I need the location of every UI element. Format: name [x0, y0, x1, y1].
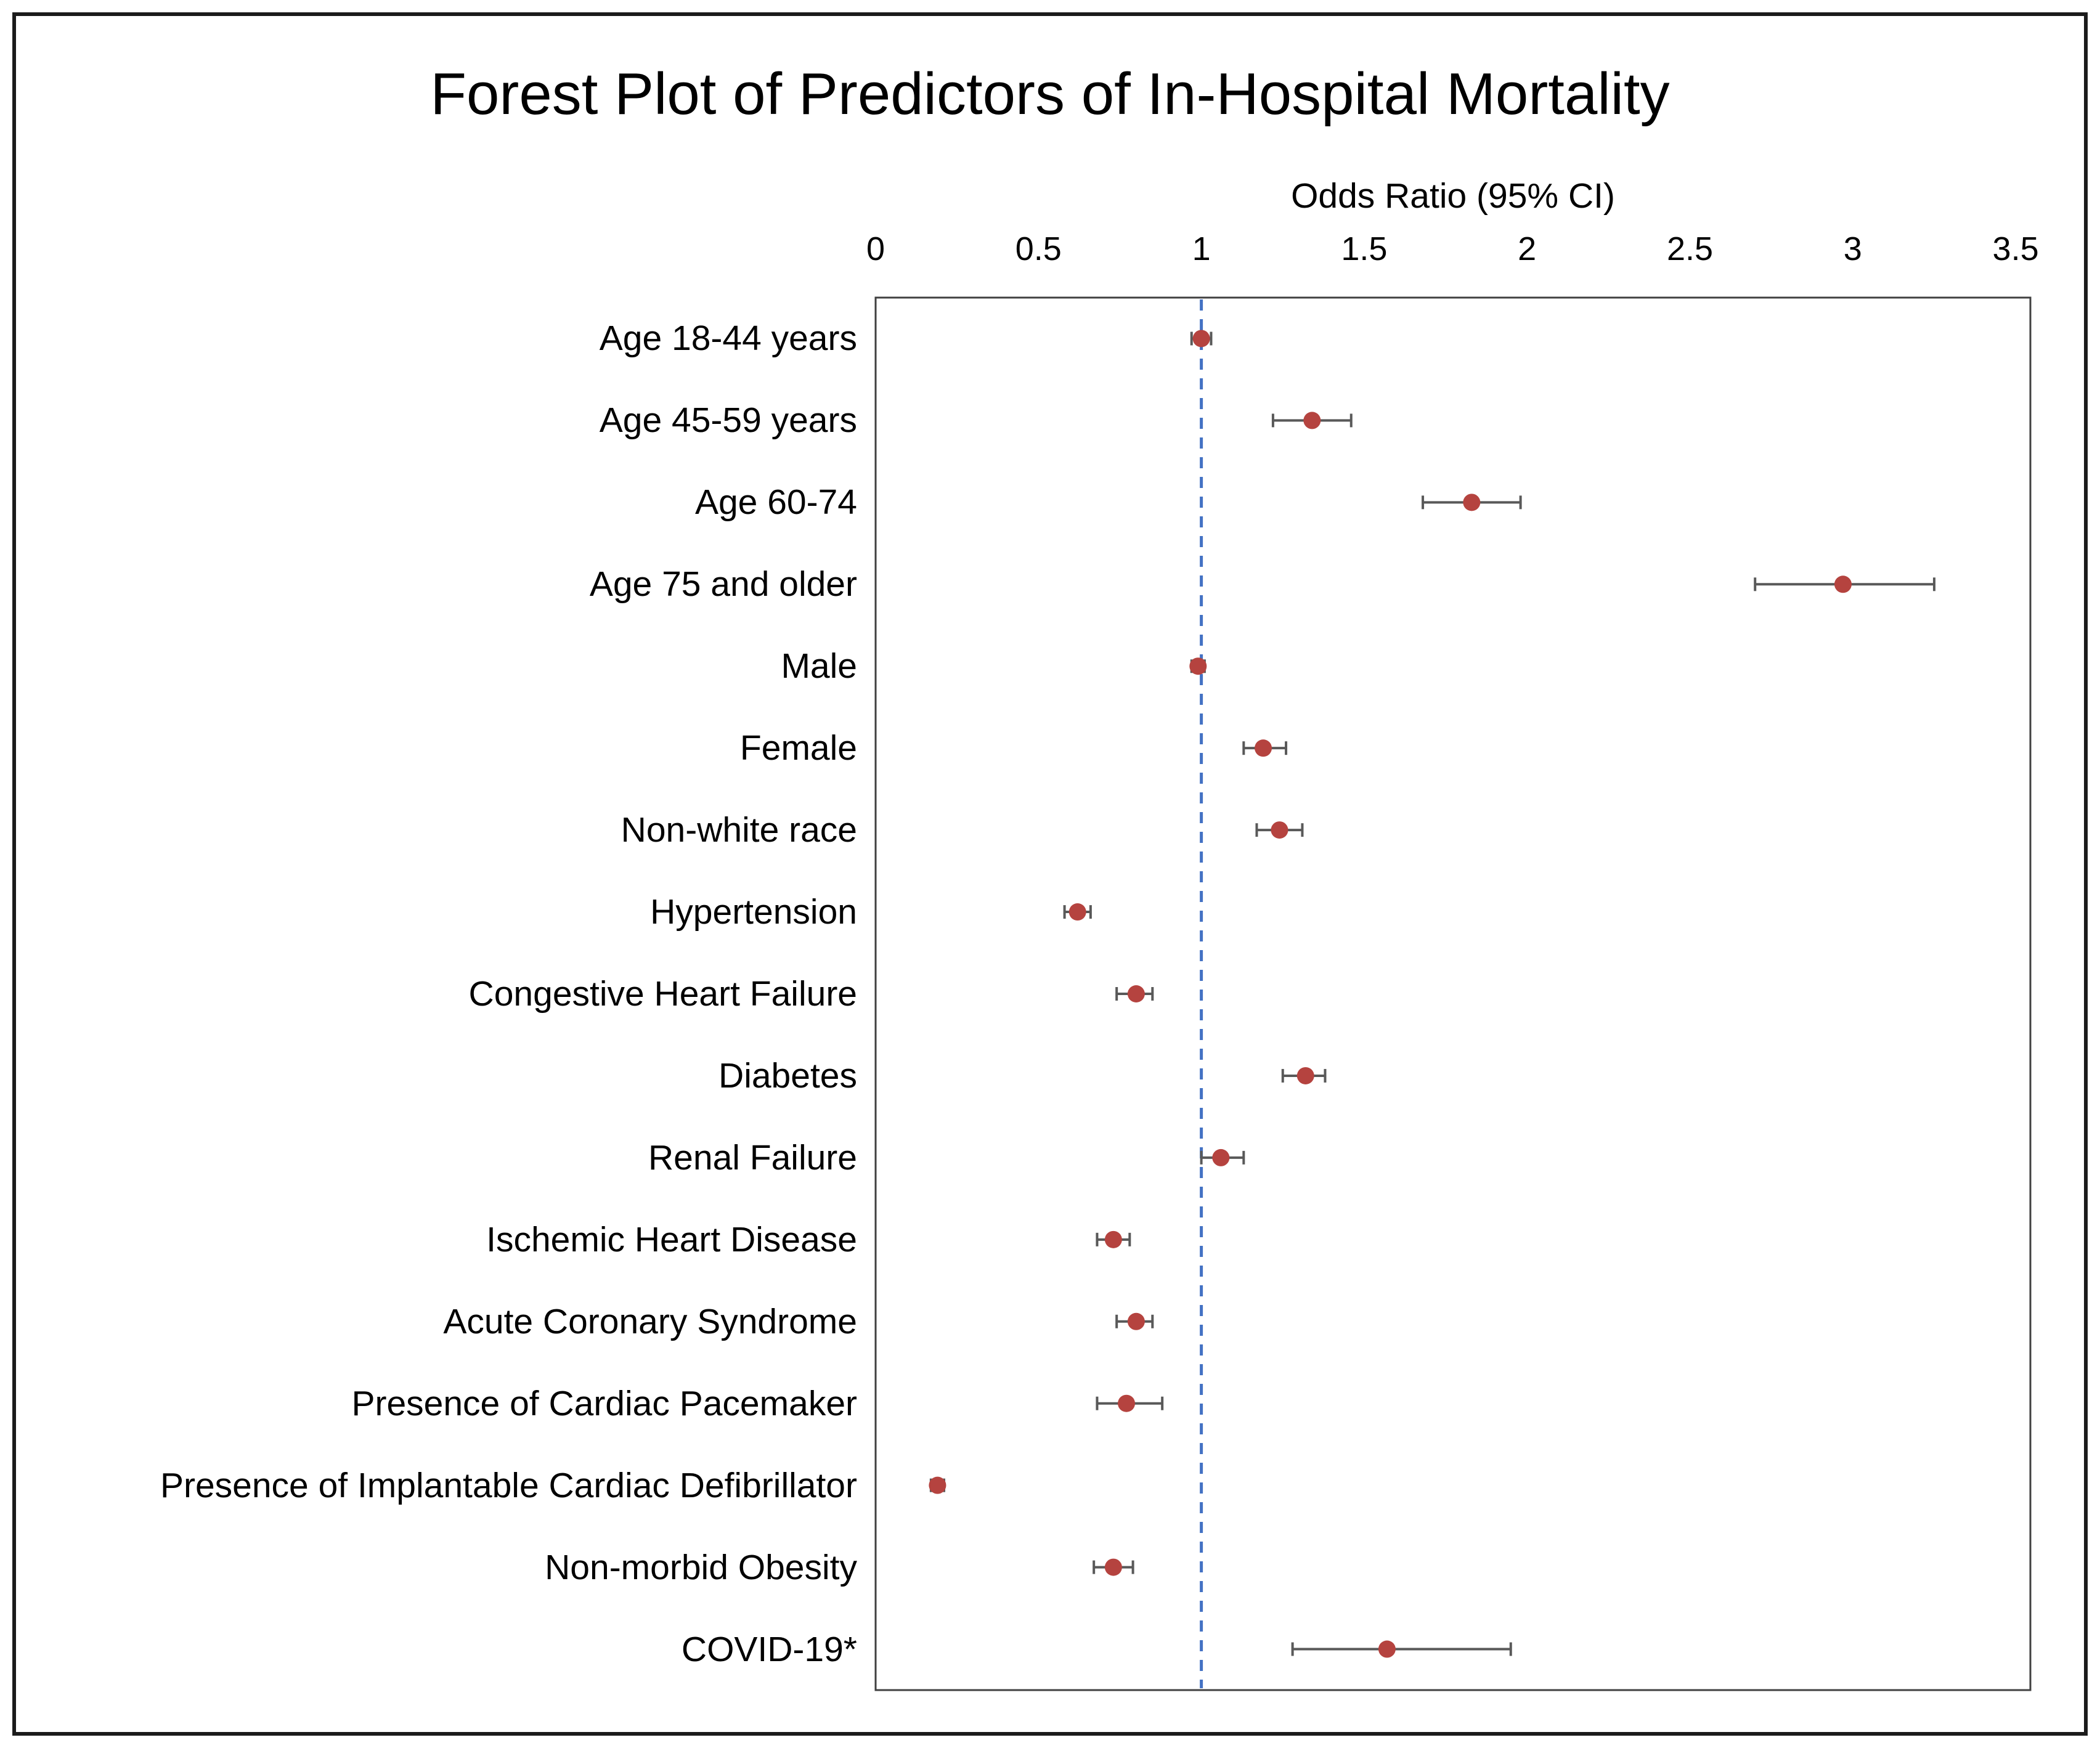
forest-row [1190, 330, 1213, 348]
forest-row [1242, 739, 1288, 757]
forest-row [1096, 1394, 1164, 1412]
point-estimate [1271, 821, 1288, 839]
category-label: Age 75 and older [589, 564, 857, 604]
forest-row [1200, 1148, 1245, 1166]
forest-row [1115, 985, 1154, 1002]
x-tick-label: 3 [1843, 230, 1862, 267]
category-label: Presence of Cardiac Pacemaker [351, 1383, 857, 1423]
category-label: Renal Failure [648, 1137, 857, 1177]
plot-border [874, 296, 2032, 1691]
forest-row [1422, 494, 1522, 511]
forest-row [1189, 657, 1207, 675]
point-estimate [1104, 1558, 1122, 1576]
forest-row [1281, 1067, 1327, 1084]
x-tick-label: 2.5 [1666, 230, 1714, 267]
category-label: Male [781, 646, 857, 686]
forest-row [929, 1476, 946, 1494]
point-estimate [1212, 1148, 1230, 1166]
point-estimate [1255, 739, 1272, 757]
forest-row [1115, 1312, 1154, 1330]
forest-row [1255, 821, 1304, 839]
category-label: Age 45-59 years [599, 400, 857, 441]
forest-row [1096, 1230, 1131, 1248]
point-estimate [1834, 575, 1852, 593]
point-estimate [1296, 1067, 1314, 1084]
category-label: Congestive Heart Failure [468, 974, 857, 1014]
category-label: Hypertension [650, 892, 857, 932]
forest-row [1271, 412, 1353, 429]
category-label: Ischemic Heart Disease [486, 1219, 857, 1259]
point-estimate [1104, 1230, 1122, 1248]
point-estimate [1192, 330, 1210, 348]
forest-row [1063, 903, 1092, 921]
x-tick-label: 0.5 [1015, 230, 1062, 267]
category-label: Age 60-74 [694, 482, 857, 522]
point-estimate [1463, 494, 1481, 511]
x-tick-label: 2 [1518, 230, 1537, 267]
category-label: Diabetes [718, 1055, 857, 1096]
point-estimate [1068, 903, 1086, 921]
category-label: Non-white race [621, 810, 857, 850]
category-label: Female [739, 728, 857, 768]
category-label: Presence of Implantable Cardiac Defibril… [160, 1465, 857, 1505]
point-estimate [1118, 1394, 1136, 1412]
chart-title: Forest Plot of Predictors of In-Hospital… [430, 61, 1670, 127]
forest-row [1291, 1640, 1512, 1658]
category-labels: Age 18-44 years Age 45-59 years Age 60-74 A… [0, 0, 857, 1748]
x-axis-title: Odds Ratio (95% CI) [1291, 176, 1615, 216]
forest-row [1754, 575, 1935, 593]
forest-row [1093, 1558, 1134, 1576]
point-estimate [1303, 412, 1321, 429]
point-estimate [929, 1476, 946, 1494]
point-estimate [1378, 1640, 1396, 1658]
x-tick-label: 3.5 [1992, 230, 2039, 267]
point-estimate [1127, 1312, 1145, 1330]
category-label: Acute Coronary Syndrome [443, 1301, 857, 1341]
category-label: Age 18-44 years [599, 319, 857, 359]
category-label: Non-morbid Obesity [545, 1547, 857, 1587]
category-label: COVID-19* [681, 1629, 857, 1669]
point-estimate [1189, 657, 1207, 675]
point-estimate [1127, 985, 1145, 1002]
x-tick-label: 0 [866, 230, 885, 267]
x-tick-label: 1.5 [1341, 230, 1388, 267]
x-tick-label: 1 [1192, 230, 1211, 267]
